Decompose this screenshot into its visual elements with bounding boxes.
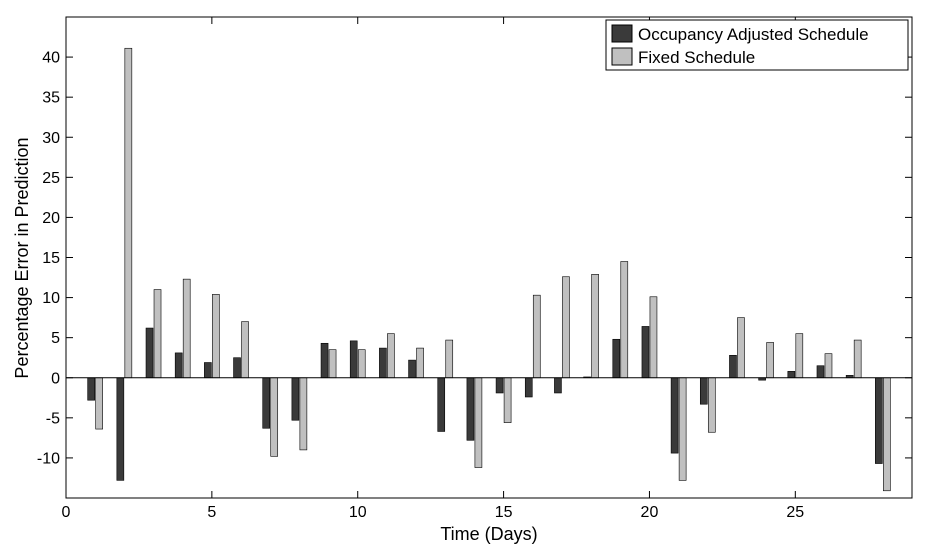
bar-series1-day-20 bbox=[641, 326, 650, 379]
y-tick-label: 35 bbox=[42, 90, 60, 107]
legend-label-occupancy: Occupancy Adjusted Schedule bbox=[638, 25, 869, 44]
bar-series1-day-28 bbox=[875, 377, 883, 464]
bar-series1-day-25 bbox=[787, 371, 796, 379]
bar-series1-day-26 bbox=[816, 365, 825, 379]
legend-swatch-fixed bbox=[611, 47, 633, 66]
bar-series2-day-6 bbox=[241, 321, 249, 379]
bar-series2-day-17 bbox=[562, 276, 570, 379]
bar-series1-day-19 bbox=[612, 338, 621, 379]
bar-series1-day-8 bbox=[291, 377, 300, 421]
bar-series2-day-7 bbox=[270, 377, 279, 457]
bar-series1-day-2 bbox=[116, 377, 125, 481]
bar-series1-day-21 bbox=[670, 377, 679, 454]
x-tick-label: 15 bbox=[495, 504, 513, 521]
bar-series2-day-16 bbox=[532, 294, 541, 379]
bar-series2-day-18 bbox=[591, 274, 599, 379]
legend-box bbox=[605, 19, 909, 71]
bar-series1-day-13 bbox=[437, 377, 446, 432]
bar-series2-day-5 bbox=[212, 294, 220, 379]
y-tick-label: 0 bbox=[51, 370, 60, 387]
bar-series1-day-9 bbox=[320, 342, 329, 379]
y-tick-label: 15 bbox=[42, 250, 60, 267]
bar-series1-day-11 bbox=[379, 347, 387, 379]
bar-series2-day-8 bbox=[299, 377, 308, 451]
ticks: 0 5 10 15 20 25 -10 -5 0 5 10 15 20 25 30 35 40 bbox=[37, 17, 912, 521]
plot-area bbox=[66, 17, 912, 498]
y-tick-label: 10 bbox=[42, 290, 60, 307]
x-tick-label: 10 bbox=[349, 504, 367, 521]
y-tick-label: 5 bbox=[51, 330, 60, 347]
bar-series2-day-26 bbox=[824, 353, 833, 379]
bar-series1-day-7 bbox=[262, 377, 271, 429]
x-tick-label: 0 bbox=[62, 504, 71, 521]
bar-series2-day-21 bbox=[678, 377, 687, 481]
bar-series1-day-3 bbox=[145, 327, 154, 379]
bar-series1-day-10 bbox=[349, 340, 358, 379]
bar-series1-day-16 bbox=[524, 377, 533, 398]
bar-series2-day-2 bbox=[124, 47, 133, 379]
plot-frame bbox=[65, 16, 913, 499]
bar-series2-day-11 bbox=[387, 333, 395, 379]
bar-series2-day-15 bbox=[503, 377, 512, 423]
bar-series2-day-9 bbox=[328, 349, 337, 379]
bar-series1-day-5 bbox=[204, 362, 212, 379]
y-tick-label: 25 bbox=[42, 170, 60, 187]
x-axis-title: Time (Days) bbox=[440, 524, 537, 544]
y-tick-label: -5 bbox=[46, 410, 60, 427]
bar-series2-day-25 bbox=[795, 333, 804, 379]
bar-series1-day-22 bbox=[699, 377, 708, 405]
x-tick-label: 20 bbox=[641, 504, 659, 521]
bars bbox=[87, 47, 891, 492]
y-tick-label: 40 bbox=[42, 50, 60, 67]
bar-series2-day-19 bbox=[620, 261, 629, 379]
bar-series1-day-15 bbox=[495, 377, 504, 394]
y-axis-title: Percentage Error in Prediction bbox=[12, 137, 32, 378]
bar-series1-day-14 bbox=[466, 377, 475, 441]
bar-series1-day-12 bbox=[408, 359, 416, 379]
bar-series2-day-24 bbox=[766, 342, 774, 379]
bar-series2-day-10 bbox=[357, 349, 366, 379]
bar-series2-day-22 bbox=[707, 377, 716, 433]
x-tick-label: 25 bbox=[786, 504, 804, 521]
bar-series1-day-1 bbox=[87, 377, 95, 401]
bar-series2-day-23 bbox=[737, 317, 745, 379]
bar-series1-day-23 bbox=[729, 354, 737, 379]
legend: Occupancy Adjusted Schedule Fixed Schedu… bbox=[605, 19, 909, 71]
y-tick-label: 20 bbox=[42, 210, 60, 227]
bar-series2-day-28 bbox=[883, 377, 891, 492]
bar-series2-day-13 bbox=[445, 339, 454, 379]
y-tick-label: -10 bbox=[37, 450, 60, 467]
bar-series1-day-6 bbox=[233, 357, 241, 379]
bar-series2-day-3 bbox=[153, 289, 162, 379]
legend-label-fixed: Fixed Schedule bbox=[638, 48, 755, 67]
bar-series2-day-27 bbox=[853, 339, 862, 379]
bar-series1-day-4 bbox=[174, 352, 183, 379]
y-tick-label: 30 bbox=[42, 130, 60, 147]
bar-series2-day-1 bbox=[95, 377, 103, 430]
legend-swatch-occupancy bbox=[611, 24, 633, 43]
bar-series2-day-14 bbox=[474, 377, 483, 468]
x-tick-label: 5 bbox=[207, 504, 216, 521]
bar-series2-day-12 bbox=[416, 347, 424, 379]
bar-series2-day-4 bbox=[182, 278, 191, 379]
bar-series1-day-17 bbox=[554, 377, 562, 394]
bar-series2-day-20 bbox=[649, 296, 658, 379]
